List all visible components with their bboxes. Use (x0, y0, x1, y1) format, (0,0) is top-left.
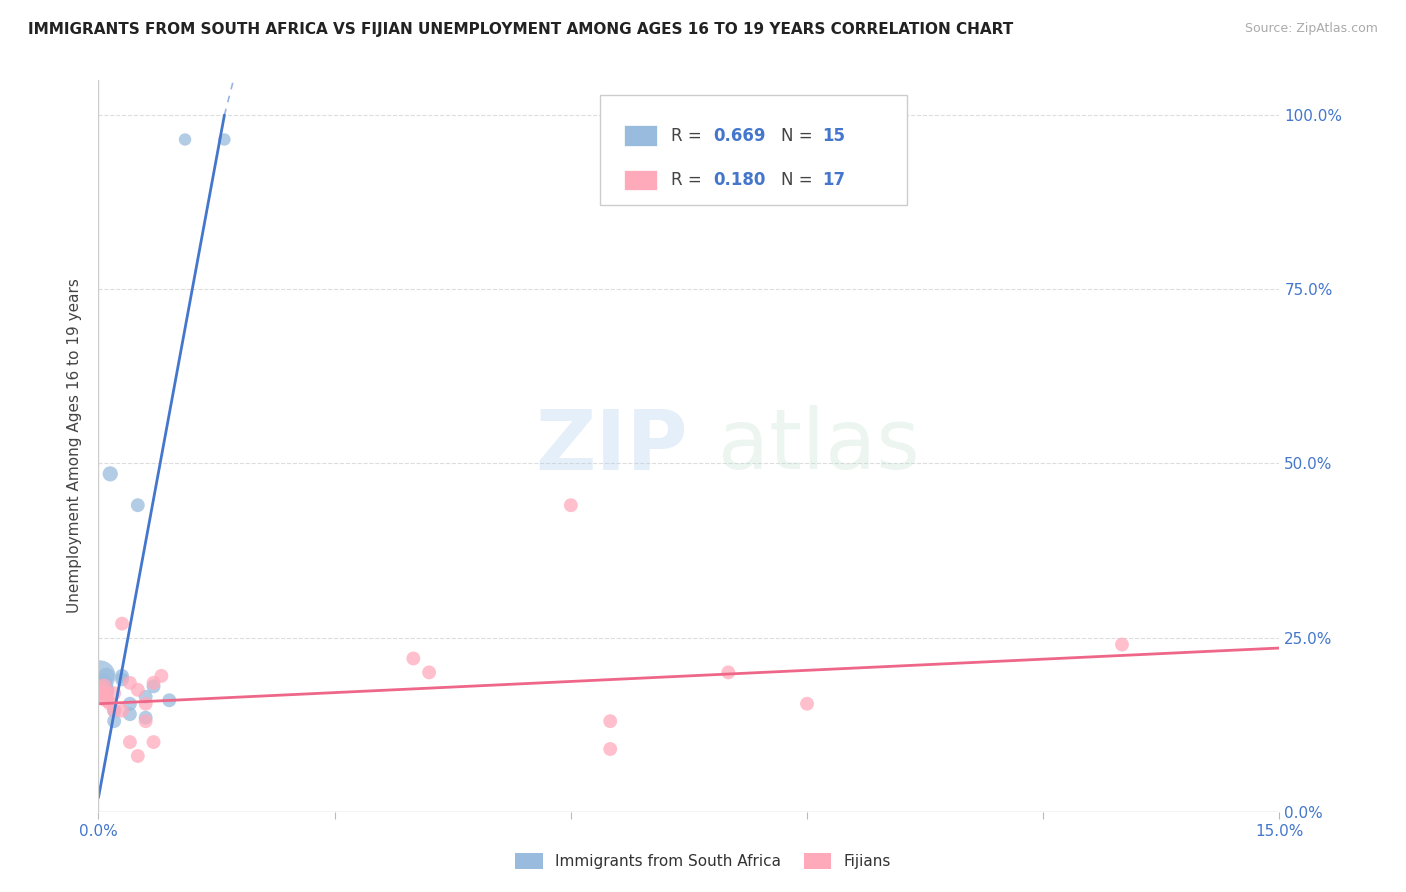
Point (135, 690, 157, 704)
Point (142, 735, 165, 749)
Point (111, 669, 134, 683)
Point (90, 682, 112, 697)
Point (560, 498, 582, 512)
Point (89, 682, 111, 697)
Text: Source: ZipAtlas.com: Source: ZipAtlas.com (1244, 22, 1378, 36)
Point (157, 693, 180, 707)
Point (96, 682, 118, 697)
Point (127, 498, 149, 512)
Point (98, 467, 121, 481)
Text: 0.180: 0.180 (714, 171, 766, 189)
Point (111, 673, 134, 687)
Point (91, 676, 114, 690)
Point (93, 682, 115, 697)
Text: N =: N = (782, 127, 818, 145)
Point (103, 714, 125, 728)
Point (111, 616, 134, 631)
Text: R =: R = (671, 127, 707, 145)
Text: R =: R = (671, 171, 707, 189)
Text: 0.669: 0.669 (714, 127, 766, 145)
Point (96, 686, 118, 700)
Point (599, 742, 621, 756)
Point (717, 665, 740, 680)
Point (142, 679, 165, 693)
Point (93, 679, 115, 693)
Point (90, 690, 112, 704)
Point (118, 707, 141, 722)
Point (214, 132, 236, 146)
FancyBboxPatch shape (624, 125, 657, 145)
Y-axis label: Unemployment Among Ages 16 to 19 years: Unemployment Among Ages 16 to 19 years (67, 278, 83, 614)
Point (796, 697, 818, 711)
Point (118, 676, 141, 690)
Point (93, 679, 115, 693)
FancyBboxPatch shape (624, 170, 657, 190)
Text: N =: N = (782, 171, 818, 189)
Point (127, 682, 149, 697)
Point (103, 686, 125, 700)
Point (111, 704, 134, 718)
Point (98, 697, 121, 711)
Point (135, 711, 157, 725)
Text: atlas: atlas (718, 406, 920, 486)
Point (1111, 638, 1133, 652)
Point (402, 651, 425, 665)
Text: 17: 17 (823, 171, 845, 189)
Point (135, 714, 157, 728)
Point (118, 697, 141, 711)
FancyBboxPatch shape (600, 95, 907, 204)
Point (142, 676, 165, 690)
Text: 15: 15 (823, 127, 845, 145)
Point (135, 697, 157, 711)
Point (599, 714, 621, 728)
Point (127, 749, 149, 764)
Point (103, 704, 125, 718)
Point (150, 669, 173, 683)
Text: IMMIGRANTS FROM SOUTH AFRICA VS FIJIAN UNEMPLOYMENT AMONG AGES 16 TO 19 YEARS CO: IMMIGRANTS FROM SOUTH AFRICA VS FIJIAN U… (28, 22, 1014, 37)
Point (418, 665, 440, 680)
Point (103, 704, 125, 718)
Text: ZIP: ZIP (536, 406, 688, 486)
Point (174, 132, 197, 146)
Point (118, 735, 141, 749)
Point (89, 669, 111, 683)
Legend: Immigrants from South Africa, Fijians: Immigrants from South Africa, Fijians (509, 847, 897, 875)
Point (96, 693, 118, 707)
Point (96, 669, 118, 683)
